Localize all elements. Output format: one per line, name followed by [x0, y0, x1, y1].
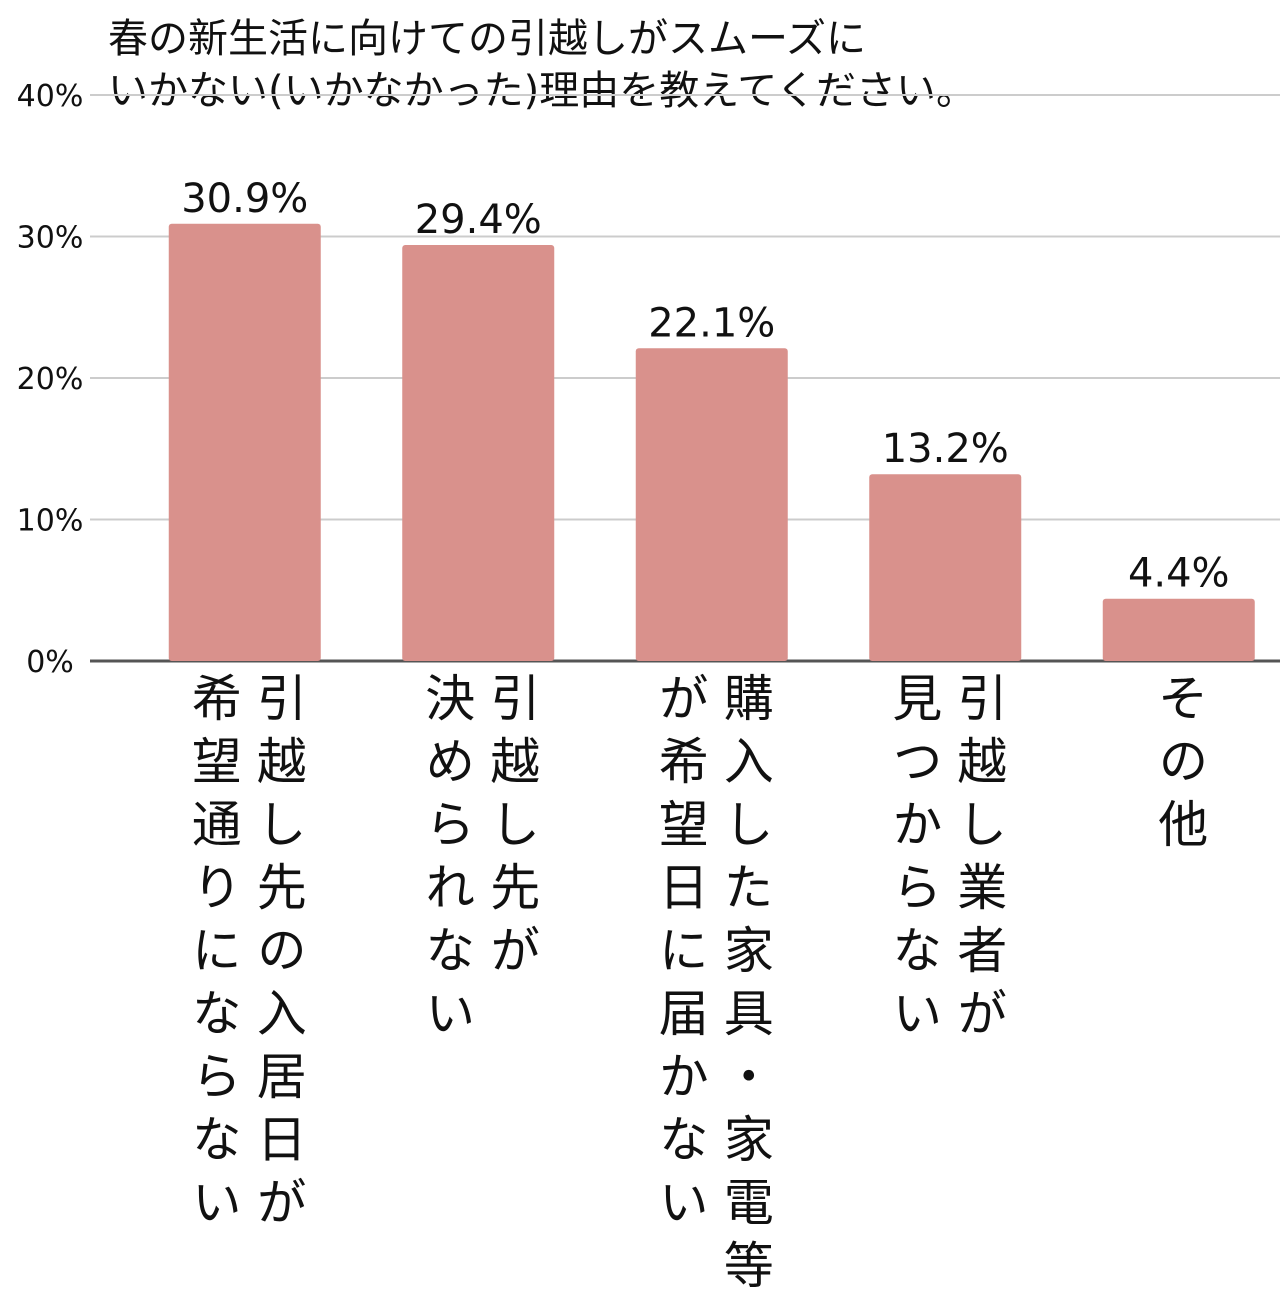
- y-tick-label: 40%: [17, 79, 84, 114]
- bar: [168, 223, 321, 661]
- x-tick-label: 購入した家具・家電等 が希望日に届かない: [650, 672, 774, 1302]
- bar: [869, 474, 1022, 661]
- bar: [635, 348, 788, 661]
- value-label: 30.9%: [181, 176, 308, 222]
- x-tick-label: その他: [1150, 672, 1209, 861]
- y-tick-label: 30%: [17, 221, 84, 256]
- y-tick-label: 20%: [17, 362, 84, 397]
- value-label: 29.4%: [415, 197, 542, 243]
- y-tick-label: 0%: [26, 645, 74, 680]
- chart-title: 春の新生活に向けての引越しがスムーズに: [108, 16, 866, 62]
- value-label: 13.2%: [882, 426, 1009, 472]
- x-tick-label: 引越し業者が 見つからない: [884, 672, 1008, 1050]
- chart-title: いかない(いかなかった)理由を教えてください。: [108, 68, 976, 114]
- bar: [1102, 598, 1255, 661]
- y-tick-label: 10%: [17, 504, 84, 539]
- value-label: 22.1%: [648, 300, 775, 346]
- x-tick-label: 引越し先の入居日が 希望通りにならない: [183, 672, 307, 1239]
- x-tick-label: 引越し先が 決められない: [417, 672, 541, 1050]
- value-label: 4.4%: [1128, 551, 1230, 597]
- bar: [402, 244, 555, 662]
